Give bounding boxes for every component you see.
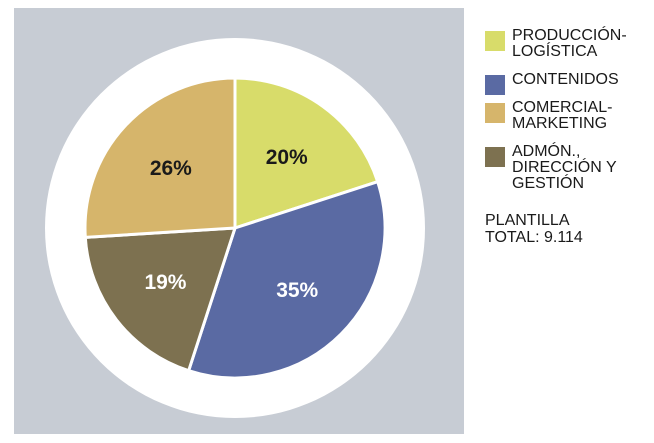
total-staff: PLANTILLA TOTAL: 9.114	[485, 212, 650, 246]
pie-slice	[233, 76, 380, 230]
legend-label: PRODUCCIÓN- LOGÍSTICA	[512, 27, 627, 60]
pie-slices	[83, 76, 387, 380]
legend-swatch	[485, 103, 505, 123]
legend-label: COMERCIAL- MARKETING	[512, 99, 613, 132]
legend-item: CONTENIDOS	[485, 71, 650, 95]
pie-slice-label: 19%	[144, 271, 186, 294]
pie-slice	[83, 76, 237, 239]
pie-slice-label: 26%	[150, 157, 192, 180]
total-value: TOTAL: 9.114	[485, 229, 583, 246]
legend-items: PRODUCCIÓN- LOGÍSTICA CONTENIDOS COMERCIAL-…	[485, 28, 650, 192]
legend: PRODUCCIÓN- LOGÍSTICA CONTENIDOS COMERCIAL-…	[485, 28, 650, 246]
legend-item: ADMÓN., DIRECCIÓN Y GESTIÓN	[485, 144, 650, 192]
total-label: PLANTILLA	[485, 212, 570, 229]
pie-slice-labels: 20% 35% 19% 26%	[144, 146, 318, 302]
pie-slice-label: 35%	[276, 279, 318, 302]
legend-label: CONTENIDOS	[512, 71, 619, 88]
legend-label: ADMÓN., DIRECCIÓN Y GESTIÓN	[512, 143, 617, 192]
legend-item: COMERCIAL- MARKETING	[485, 100, 650, 132]
legend-swatch	[485, 147, 505, 167]
pie-slice	[187, 180, 387, 380]
legend-swatch	[485, 31, 505, 51]
pie-slice	[83, 226, 237, 373]
legend-swatch	[485, 75, 505, 95]
legend-item: PRODUCCIÓN- LOGÍSTICA	[485, 28, 650, 60]
pie-slice-label: 20%	[266, 146, 308, 169]
